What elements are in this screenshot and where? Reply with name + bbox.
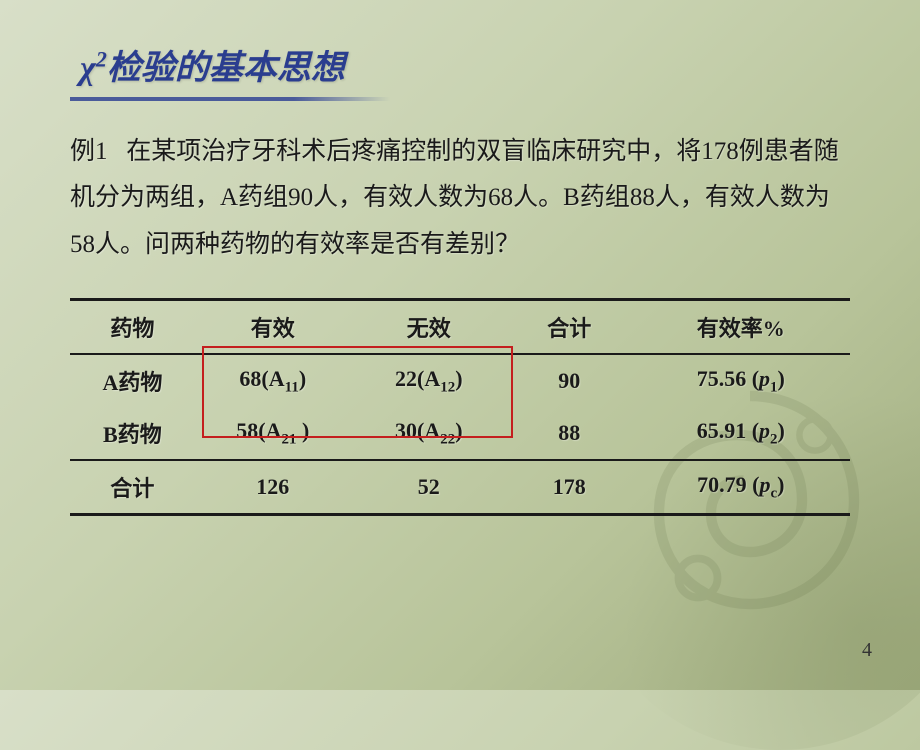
col-ineffective: 无效 (351, 299, 507, 354)
col-rate: 有效率% (632, 299, 850, 354)
cell-total-eff: 126 (195, 460, 351, 515)
cell-a21: 58(A21 ) (195, 407, 351, 460)
title-underline (70, 97, 390, 101)
example-paragraph: 例1 在某项治疗牙科术后疼痛控制的双盲临床研究中，将178例患者随机分为两组，A… (70, 129, 850, 268)
chi-symbol: χ (80, 50, 96, 87)
col-total: 合计 (507, 299, 632, 354)
data-table: 药物 有效 无效 合计 有效率% A药物 68(A11) 22(A12) 90 … (70, 298, 850, 516)
cell-a12: 22(A12) (351, 354, 507, 407)
slide-content: χ2检验的基本思想 例1 在某项治疗牙科术后疼痛控制的双盲临床研究中，将178例… (0, 0, 920, 690)
page-number: 4 (862, 639, 872, 662)
example-label: 例1 (70, 138, 108, 165)
cell-drug-b: B药物 (70, 407, 195, 460)
chi-exponent: 2 (96, 47, 107, 72)
cell-total-a: 90 (507, 354, 632, 407)
slide-title: χ2检验的基本思想 (80, 40, 870, 89)
cell-drug-a: A药物 (70, 354, 195, 407)
table-header-row: 药物 有效 无效 合计 有效率% (70, 299, 850, 354)
table-wrapper: 药物 有效 无效 合计 有效率% A药物 68(A11) 22(A12) 90 … (50, 298, 870, 516)
cell-total-label: 合计 (70, 460, 195, 515)
table-row: A药物 68(A11) 22(A12) 90 75.56 (p1) (70, 354, 850, 407)
cell-rate-a: 75.56 (p1) (632, 354, 850, 407)
cell-total-b: 88 (507, 407, 632, 460)
cell-rate-b: 65.91 (p2) (632, 407, 850, 460)
table-total-row: 合计 126 52 178 70.79 (pc) (70, 460, 850, 515)
col-effective: 有效 (195, 299, 351, 354)
cell-a22: 30(A22) (351, 407, 507, 460)
cell-a11: 68(A11) (195, 354, 351, 407)
table-row: B药物 58(A21 ) 30(A22) 88 65.91 (p2) (70, 407, 850, 460)
col-drug: 药物 (70, 299, 195, 354)
title-text: 检验的基本思想 (107, 50, 345, 87)
cell-total-ineff: 52 (351, 460, 507, 515)
cell-total-n: 178 (507, 460, 632, 515)
cell-total-rate: 70.79 (pc) (632, 460, 850, 515)
